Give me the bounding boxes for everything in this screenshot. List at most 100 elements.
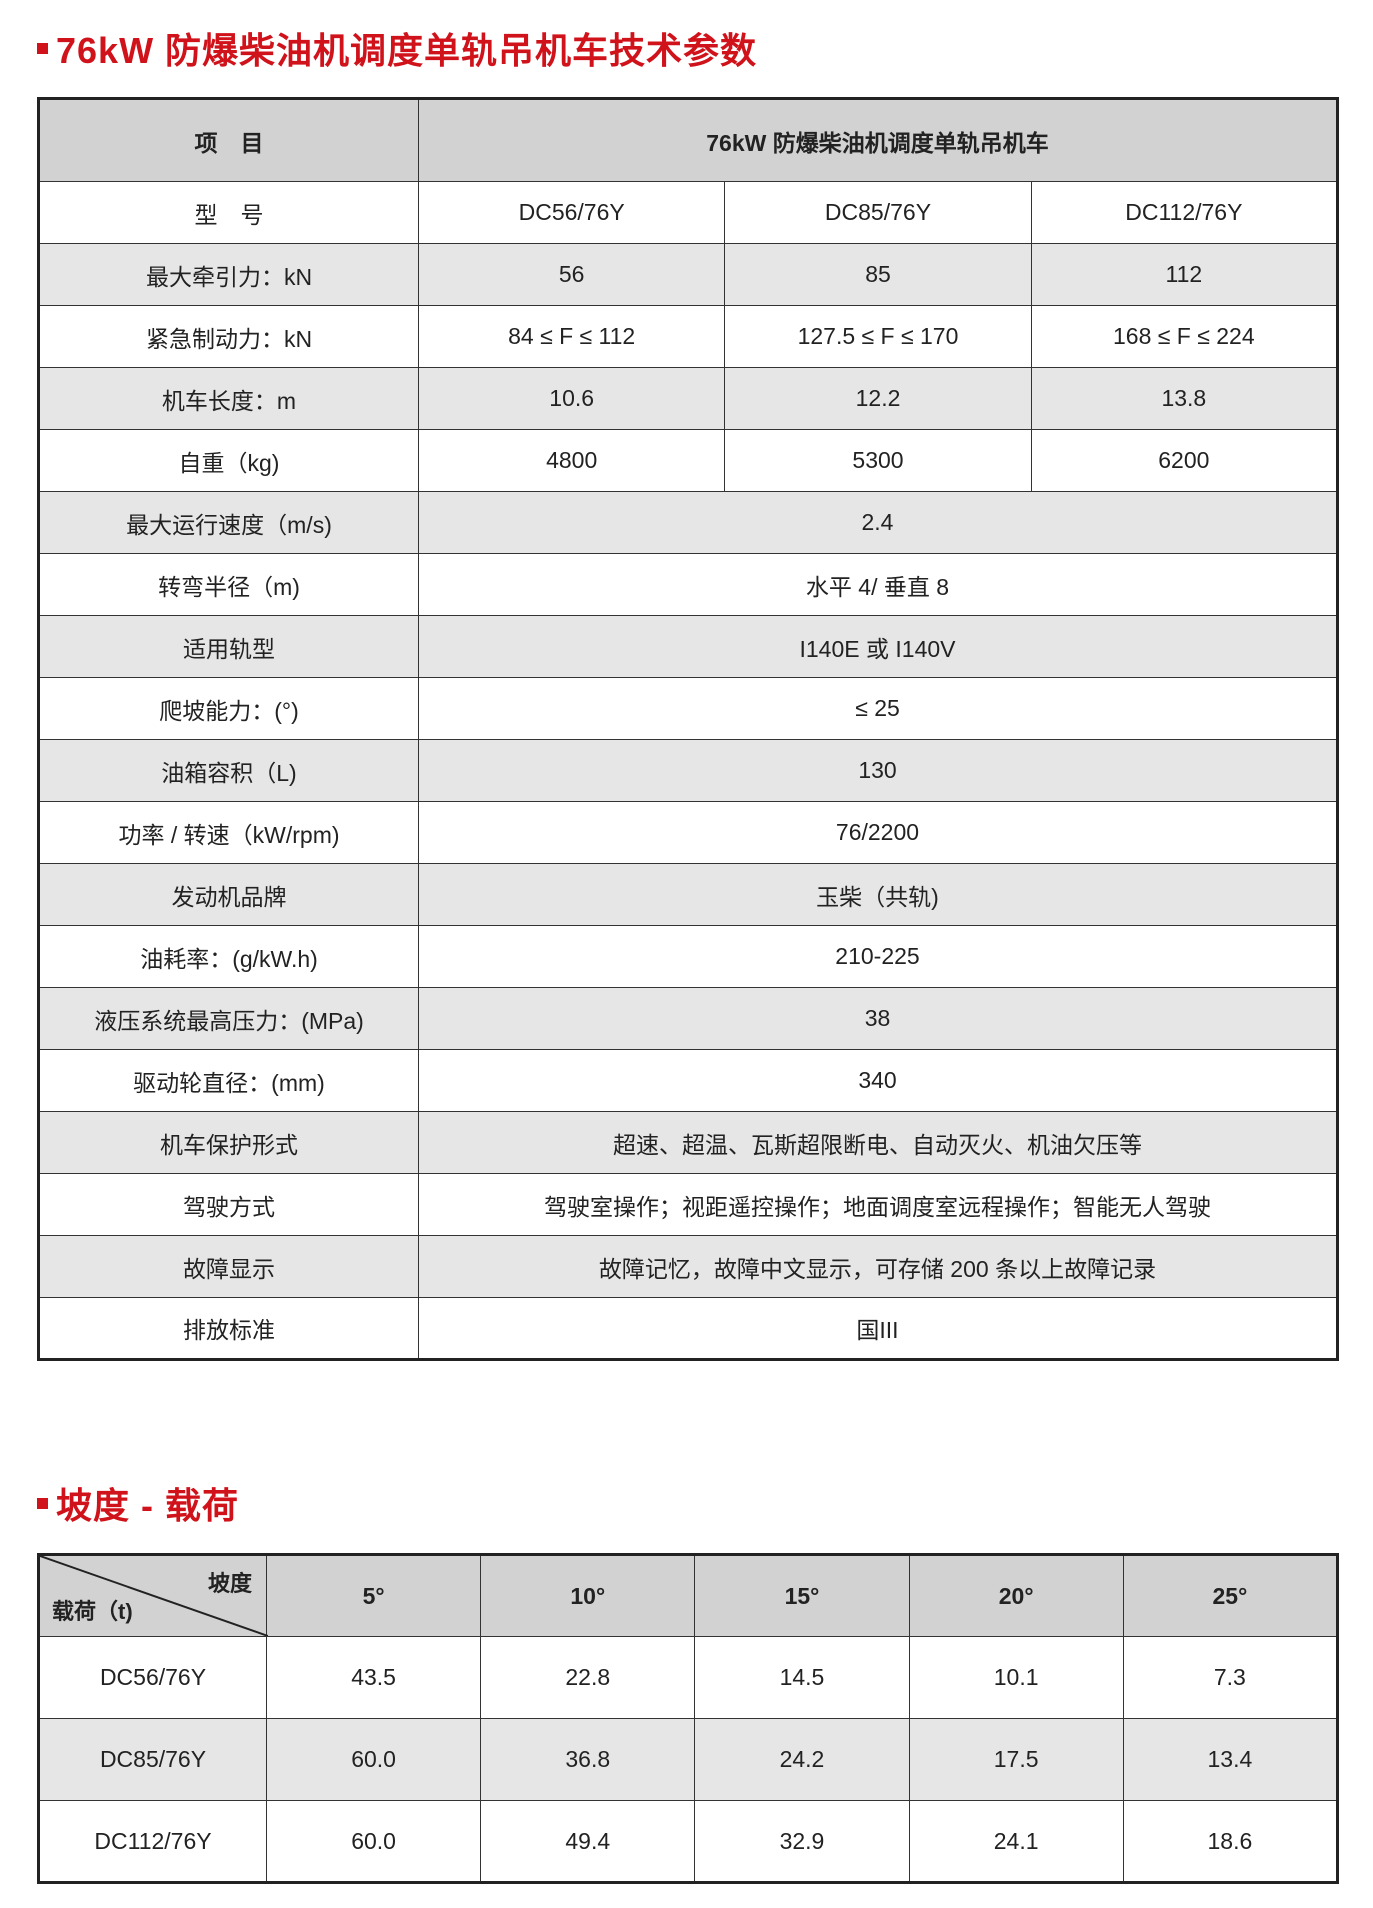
row-label-cell: 转弯半径（m)	[38, 553, 419, 616]
value-cell: 7.3	[1122, 1636, 1339, 1719]
section-title-text: 坡度 - 载荷	[56, 1485, 239, 1526]
table-row: 油耗率：(g/kW.h) 210-225	[38, 925, 1338, 988]
row-label-cell: 机车保护形式	[38, 1111, 419, 1174]
specs-table: 项 目 76kW 防爆柴油机调度单轨吊机车型 号 DC56/76Y DC85/76Y D…	[37, 97, 1339, 1361]
value-cell: 60.0	[265, 1800, 482, 1883]
value-cell: DC56/76Y	[417, 181, 726, 244]
value-cell: 国III	[418, 1297, 1338, 1360]
section-title-specs: 76kW 防爆柴油机调度单轨吊机车技术参数	[37, 22, 757, 74]
value-cell: 84 ≤ F ≤ 112	[417, 305, 726, 368]
value-cell: 22.8	[480, 1636, 696, 1719]
table-row: 自重（kg) 4800 5300 6200	[38, 429, 1339, 492]
value-cell: 10.6	[417, 367, 726, 430]
value-cell: 56	[417, 243, 726, 306]
model-cell: DC112/76Y	[38, 1800, 267, 1883]
table-row: 紧急制动力：kN 84 ≤ F ≤ 112 127.5 ≤ F ≤ 170 168 ≤…	[38, 305, 1339, 368]
value-cell: 4800	[417, 429, 726, 492]
bullet-square-icon	[37, 1497, 48, 1509]
value-cell: 112	[1030, 243, 1339, 306]
value-cell: 60.0	[265, 1718, 482, 1801]
value-cell: 故障记忆，故障中文显示，可存储 200 条以上故障记录	[418, 1235, 1338, 1298]
header-item-cell: 项 目	[38, 98, 419, 182]
value-cell: 17.5	[908, 1718, 1124, 1801]
row-label-cell: 油箱容积（L)	[38, 739, 419, 802]
column-header-cell: 10°	[480, 1554, 696, 1637]
row-label-cell: 爬坡能力：(°)	[38, 677, 419, 740]
row-label-cell: 紧急制动力：kN	[38, 305, 419, 368]
value-cell: 43.5	[265, 1636, 482, 1719]
value-cell: 85	[724, 243, 1032, 306]
value-cell: 32.9	[694, 1800, 910, 1883]
corner-slope-label: 坡度	[207, 1571, 252, 1596]
table-header-row: 项 目 76kW 防爆柴油机调度单轨吊机车	[38, 98, 1338, 182]
table-header-row: 坡度 载荷（t) 5° 10° 15° 20° 25°	[38, 1554, 1339, 1637]
value-cell: 超速、超温、瓦斯超限断电、自动灭火、机油欠压等	[418, 1111, 1338, 1174]
table-row: 机车长度：m 10.6 12.2 13.8	[38, 367, 1339, 430]
value-cell: 210-225	[418, 925, 1338, 988]
table-row: 最大运行速度（m/s) 2.4	[38, 491, 1338, 554]
value-cell: 6200	[1030, 429, 1339, 492]
corner-diagonal-cell: 坡度载荷（t)	[38, 1554, 268, 1637]
table-row: 适用轨型 I140E 或 I140V	[38, 615, 1338, 678]
value-cell: 49.4	[480, 1800, 696, 1883]
table-row: 驱动轮直径：(mm) 340	[38, 1049, 1338, 1112]
row-label-cell: 机车长度：m	[38, 367, 419, 430]
value-cell: 340	[418, 1049, 1338, 1112]
value-cell: 38	[418, 987, 1338, 1050]
value-cell: 5300	[724, 429, 1032, 492]
value-cell: 水平 4/ 垂直 8	[418, 553, 1338, 616]
table-row: 液压系统最高压力：(MPa) 38	[38, 987, 1338, 1050]
value-cell: 76/2200	[418, 801, 1338, 864]
column-header-cell: 5°	[265, 1554, 482, 1637]
row-label-cell: 驾驶方式	[38, 1173, 419, 1236]
diagonal-divider	[40, 1556, 268, 1636]
section-title-text: 76kW 防爆柴油机调度单轨吊机车技术参数	[56, 30, 758, 71]
row-label-cell: 自重（kg)	[38, 429, 419, 492]
value-cell: I140E 或 I140V	[418, 615, 1338, 678]
row-label-cell: 型 号	[38, 181, 419, 244]
table-row: 故障显示 故障记忆，故障中文显示，可存储 200 条以上故障记录	[38, 1235, 1338, 1298]
row-label-cell: 适用轨型	[38, 615, 419, 678]
value-cell: 36.8	[480, 1718, 696, 1801]
value-cell: 14.5	[694, 1636, 910, 1719]
table-row: 发动机品牌 玉柴（共轨)	[38, 863, 1338, 926]
value-cell: 2.4	[418, 491, 1338, 554]
model-cell: DC56/76Y	[38, 1636, 267, 1719]
table-row: 最大牵引力：kN 56 85 112	[38, 243, 1339, 306]
row-label-cell: 最大运行速度（m/s)	[38, 491, 419, 554]
header-product-cell: 76kW 防爆柴油机调度单轨吊机车	[418, 98, 1338, 182]
table-row: 转弯半径（m) 水平 4/ 垂直 8	[38, 553, 1338, 616]
table-row: 油箱容积（L) 130	[38, 739, 1338, 802]
value-cell: 24.1	[908, 1800, 1124, 1883]
row-label-cell: 故障显示	[38, 1235, 419, 1298]
corner-load-label: 载荷（t)	[52, 1599, 133, 1624]
table-row: DC85/76Y 60.0 36.8 24.2 17.5 13.4	[38, 1718, 1339, 1801]
value-cell: 24.2	[694, 1718, 910, 1801]
value-cell: 10.1	[908, 1636, 1124, 1719]
value-cell: 130	[418, 739, 1338, 802]
row-label-cell: 最大牵引力：kN	[38, 243, 419, 306]
value-cell: 13.8	[1030, 367, 1339, 430]
table-row: 爬坡能力：(°) ≤ 25	[38, 677, 1338, 740]
table-row: 型 号 DC56/76Y DC85/76Y DC112/76Y	[38, 181, 1339, 244]
column-header-cell: 15°	[694, 1554, 910, 1637]
column-header-cell: 25°	[1122, 1554, 1339, 1637]
table-row: DC56/76Y 43.5 22.8 14.5 10.1 7.3	[38, 1636, 1339, 1719]
row-label-cell: 功率 / 转速（kW/rpm)	[38, 801, 419, 864]
value-cell: ≤ 25	[418, 677, 1338, 740]
row-label-cell: 排放标准	[38, 1297, 419, 1360]
table-row: DC112/76Y 60.0 49.4 32.9 24.1 18.6	[38, 1800, 1339, 1883]
value-cell: 驾驶室操作；视距遥控操作；地面调度室远程操作；智能无人驾驶	[418, 1173, 1338, 1236]
value-cell: 127.5 ≤ F ≤ 170	[724, 305, 1032, 368]
table-row: 排放标准 国III	[38, 1297, 1338, 1360]
row-label-cell: 发动机品牌	[38, 863, 419, 926]
section-title-slope-load: 坡度 - 载荷	[37, 1477, 239, 1529]
row-label-cell: 油耗率：(g/kW.h)	[38, 925, 419, 988]
slope-load-table: 坡度 载荷（t) 5° 10° 15° 20° 25° DC56/76Y 43.5 22.8 14.…	[37, 1553, 1339, 1884]
row-label-cell: 驱动轮直径：(mm)	[38, 1049, 419, 1112]
value-cell: 18.6	[1122, 1800, 1339, 1883]
table-row: 驾驶方式 驾驶室操作；视距遥控操作；地面调度室远程操作；智能无人驾驶	[38, 1173, 1338, 1236]
model-cell: DC85/76Y	[38, 1718, 267, 1801]
bullet-square-icon	[37, 42, 48, 54]
value-cell: DC112/76Y	[1030, 181, 1339, 244]
